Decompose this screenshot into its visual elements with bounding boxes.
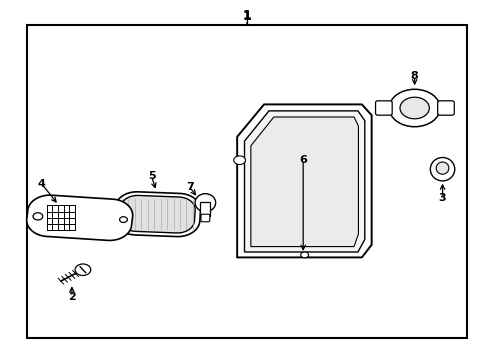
Circle shape [233, 156, 245, 165]
Polygon shape [237, 104, 371, 257]
Text: 7: 7 [185, 182, 193, 192]
Text: 1: 1 [242, 9, 251, 22]
Text: 5: 5 [147, 171, 155, 181]
Circle shape [300, 252, 308, 258]
Ellipse shape [435, 162, 448, 174]
Text: 8: 8 [410, 71, 418, 81]
Circle shape [388, 89, 439, 127]
Ellipse shape [429, 158, 454, 181]
Text: 2: 2 [68, 292, 76, 302]
Text: 6: 6 [299, 155, 306, 165]
Text: 3: 3 [438, 193, 446, 203]
FancyBboxPatch shape [201, 214, 209, 222]
FancyBboxPatch shape [200, 202, 210, 216]
Text: 4: 4 [38, 179, 45, 189]
Polygon shape [114, 192, 200, 237]
Circle shape [75, 264, 91, 275]
Circle shape [119, 217, 127, 222]
FancyBboxPatch shape [375, 101, 391, 115]
Polygon shape [120, 195, 195, 233]
Circle shape [399, 97, 428, 119]
Ellipse shape [195, 194, 215, 212]
Polygon shape [244, 111, 364, 252]
Bar [27, 25, 466, 338]
FancyBboxPatch shape [437, 101, 453, 115]
Circle shape [33, 213, 43, 220]
Polygon shape [250, 117, 358, 247]
Polygon shape [27, 195, 132, 240]
Text: 1: 1 [242, 10, 251, 23]
